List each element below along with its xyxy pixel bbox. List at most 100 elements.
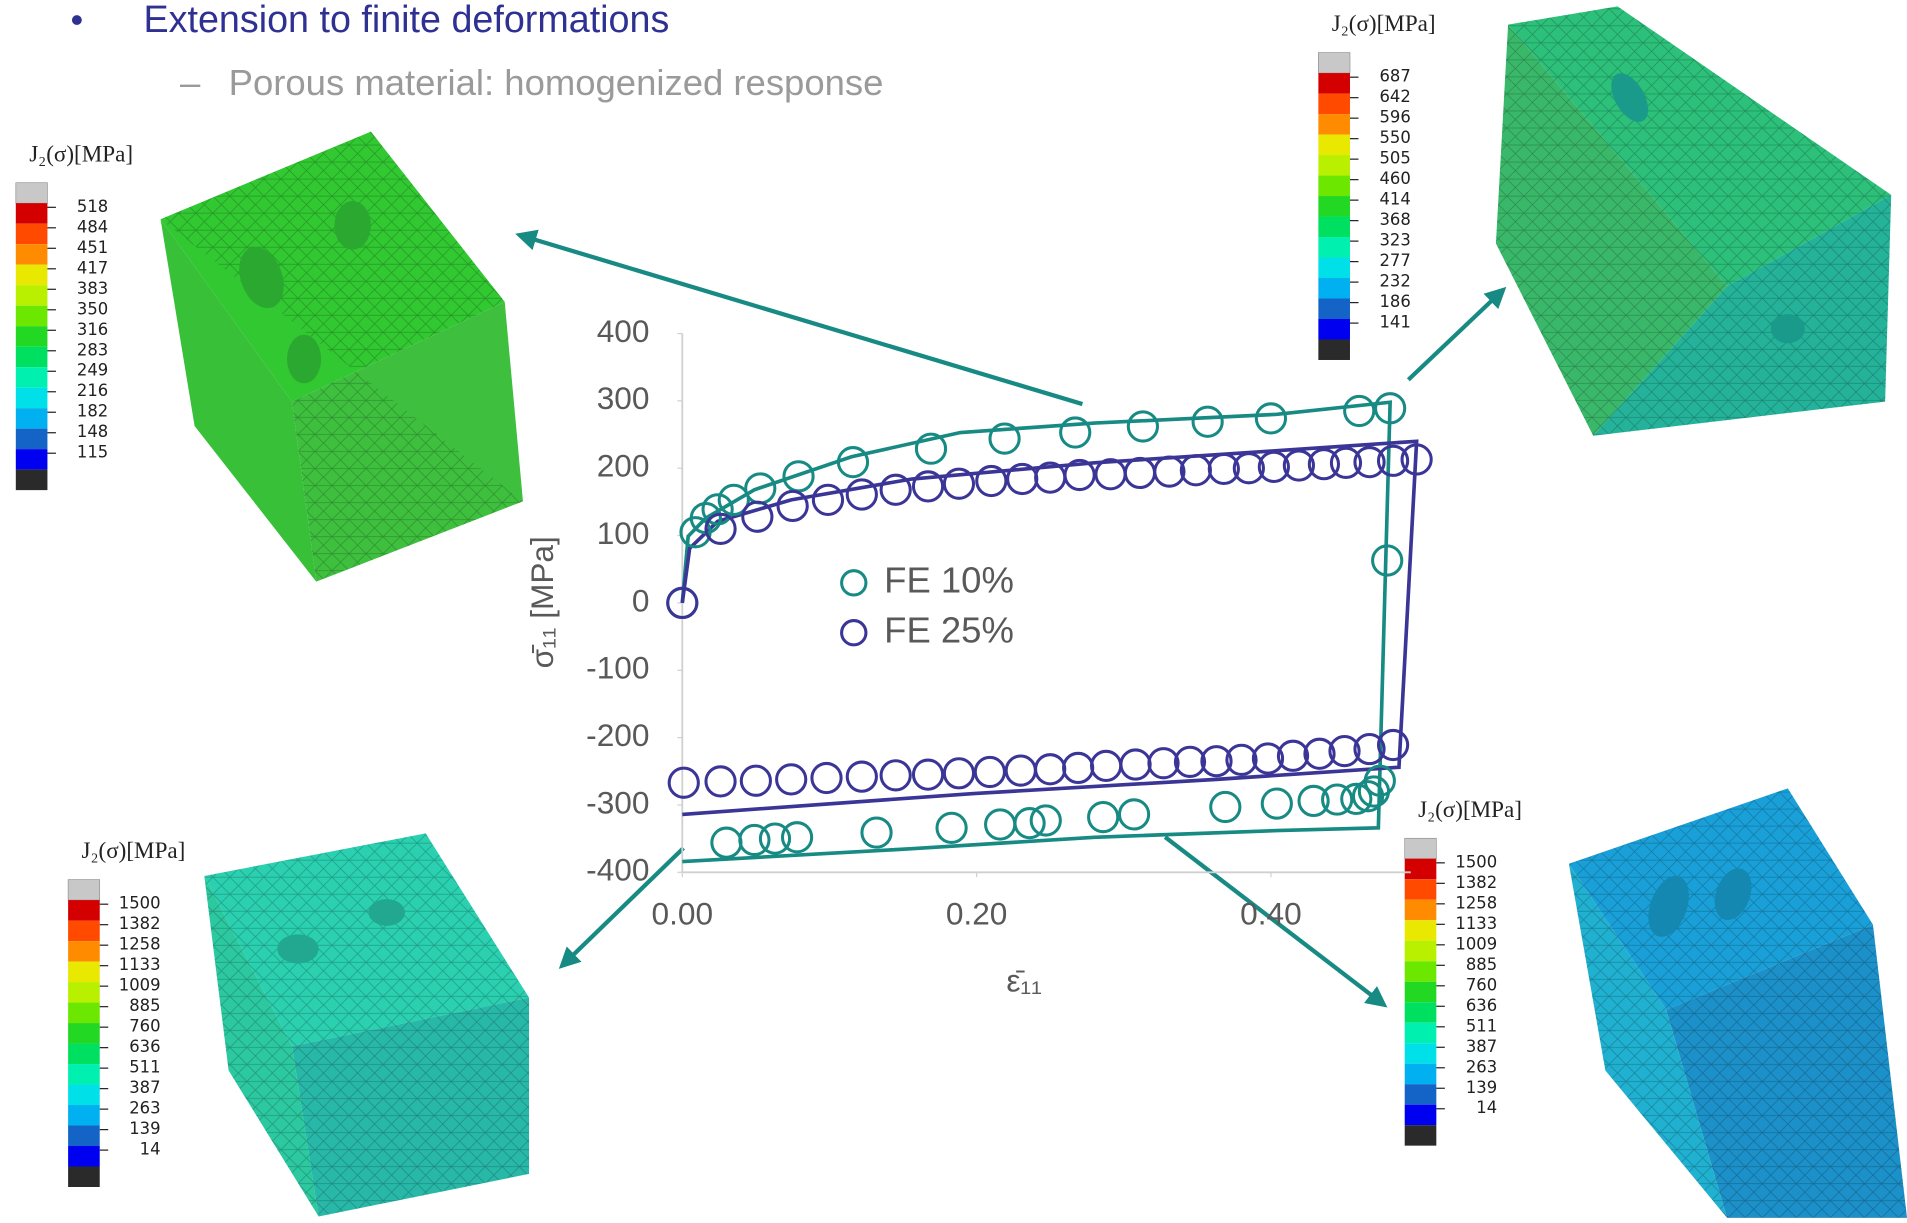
marker: [777, 765, 806, 794]
y-tick-label: 0: [632, 582, 650, 618]
colorbar-label: 368: [1379, 210, 1410, 229]
colorbar-label: 316: [77, 320, 108, 339]
colorbar-cell: [68, 900, 100, 920]
marker: [1256, 404, 1285, 433]
colorbar-cell: [1405, 920, 1437, 940]
marker: [937, 813, 966, 842]
colorbar-cell: [1405, 982, 1437, 1002]
colorbar-label: 148: [77, 422, 108, 441]
colorbar-label: 182: [77, 402, 108, 421]
x-tick-label: 0.40: [1240, 895, 1302, 931]
colorbar-label: 263: [1466, 1057, 1497, 1076]
colorbar-cell: [16, 306, 48, 326]
marker: [847, 762, 876, 791]
colorbar-label: 636: [129, 1037, 160, 1056]
colorbar-label: 760: [1466, 975, 1497, 994]
colorbar-title: J₂(σ)[MPa]: [29, 140, 133, 166]
colorbar-cell: [16, 449, 48, 469]
arrow: [1408, 290, 1503, 380]
colorbar-label: 216: [77, 381, 108, 400]
y-tick-label: -400: [586, 852, 649, 888]
colorbar-cell: [1318, 319, 1350, 339]
mesh-block: [204, 833, 529, 1216]
colorbar-cell: [16, 224, 48, 244]
colorbar-cell: [1318, 278, 1350, 298]
legend-marker: [842, 571, 866, 595]
colorbar-cell: [1318, 53, 1350, 73]
colorbar-label: 1009: [119, 976, 161, 995]
colorbar-label: 484: [77, 217, 108, 236]
colorbar-cell: [1405, 838, 1437, 858]
marker: [1089, 802, 1118, 831]
mesh-block: [161, 132, 523, 582]
colorbar-cell: [1318, 237, 1350, 257]
colorbar-cell: [16, 244, 48, 264]
y-tick-label: 200: [597, 448, 650, 484]
colorbar-cell: [16, 285, 48, 305]
colorbar-cell: [16, 367, 48, 387]
colorbar-label: 277: [1379, 251, 1410, 270]
colorbar-cell: [68, 921, 100, 941]
colorbar-cell: [68, 1085, 100, 1105]
colorbar-cell: [16, 408, 48, 428]
colorbar-label: 350: [77, 299, 108, 318]
colorbar-label: 139: [1466, 1078, 1497, 1097]
colorbar-label: 636: [1466, 996, 1497, 1015]
colorbar-cell: [1405, 859, 1437, 879]
colorbar-title: J₂(σ)[MPa]: [1418, 796, 1522, 822]
colorbar-cell: [68, 1064, 100, 1084]
x-tick-label: 0.00: [652, 895, 714, 931]
colorbar-cell: [68, 962, 100, 982]
colorbar-cell: [1318, 217, 1350, 237]
colorbar-cell: [1318, 73, 1350, 93]
marker: [944, 759, 973, 788]
y-axis-label: σ̄₁₁ [MPa]: [524, 536, 560, 668]
marker: [1006, 756, 1035, 785]
slide: • Extension to finite deformations – Por…: [0, 0, 1907, 1218]
colorbar-cell: [1318, 155, 1350, 175]
marker: [812, 763, 841, 792]
colorbar-label: 283: [77, 340, 108, 359]
colorbar-label: 1133: [119, 955, 161, 974]
marker: [669, 768, 698, 797]
colorbar-cell: [68, 1105, 100, 1125]
marker: [881, 761, 910, 790]
colorbar-label: 14: [140, 1140, 161, 1159]
colorbar-cell: [16, 326, 48, 346]
colorbar-label: 1382: [1455, 873, 1497, 892]
colorbar-cell: [16, 388, 48, 408]
legend-marker: [842, 621, 866, 645]
y-tick-label: -100: [586, 650, 649, 686]
bullet-marker: •: [71, 0, 84, 40]
marker: [838, 448, 867, 477]
marker: [740, 825, 769, 854]
colorbar-label: 186: [1379, 292, 1410, 311]
marker: [1345, 396, 1374, 425]
y-tick-label: 300: [597, 380, 650, 416]
colorbar-cell: [1405, 900, 1437, 920]
colorbar-label: 1500: [119, 894, 161, 913]
marker: [862, 818, 891, 847]
colorbar-cell: [68, 982, 100, 1002]
colorbar-label: 460: [1379, 169, 1410, 188]
colorbar-label: 383: [77, 279, 108, 298]
marker: [1175, 747, 1204, 776]
colorbar-label: 550: [1379, 128, 1410, 147]
colorbar-cell: [1318, 299, 1350, 319]
colorbar-cell: [68, 1167, 100, 1187]
marker: [1121, 750, 1150, 779]
colorbar-title: J₂(σ)[MPa]: [81, 837, 185, 863]
marker: [1125, 458, 1154, 487]
colorbar-cell: [68, 941, 100, 961]
colorbar-cell: [1405, 1043, 1437, 1063]
colorbar-label: 14: [1476, 1098, 1497, 1117]
colorbar-label: 1258: [1455, 893, 1497, 912]
y-tick-label: -200: [586, 717, 649, 753]
colorbar-cell: [1318, 196, 1350, 216]
colorbar-label: 511: [1466, 1016, 1497, 1035]
colorbar-label: 1500: [1455, 852, 1497, 871]
marker: [743, 502, 772, 531]
colorbar-label: 414: [1379, 190, 1410, 209]
colorbar-cell: [68, 1126, 100, 1146]
marker: [778, 491, 807, 520]
